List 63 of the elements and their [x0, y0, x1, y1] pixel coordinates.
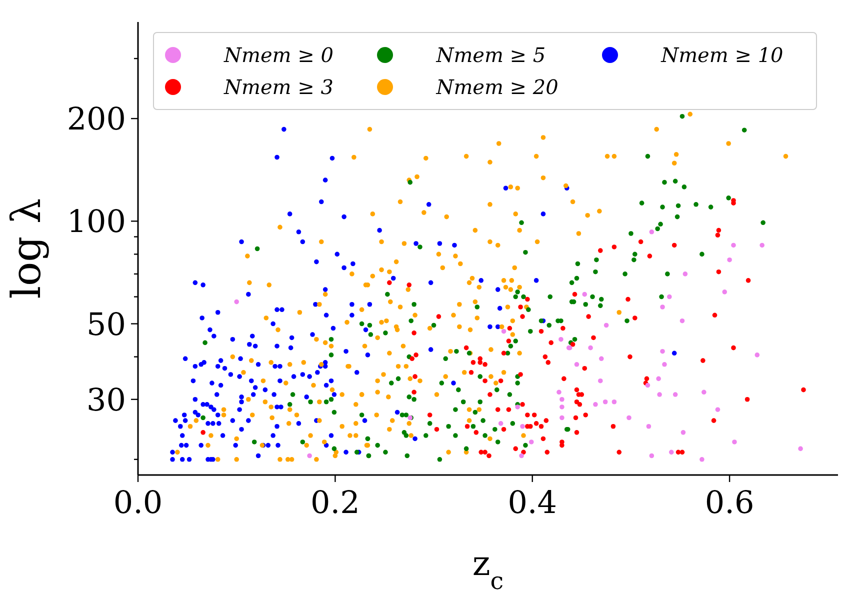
- point: [667, 294, 672, 300]
- point: [515, 404, 520, 410]
- point: [588, 345, 593, 350]
- point: [604, 322, 609, 328]
- legend-label: Nmem ≥ 10: [661, 43, 784, 67]
- point: [732, 440, 737, 444]
- point: [649, 453, 654, 458]
- point: [662, 362, 667, 367]
- y-tick-label: 50: [86, 306, 126, 343]
- legend-label: Nmem ≥ 5: [436, 43, 546, 67]
- point: [760, 242, 764, 248]
- point: [722, 290, 728, 294]
- point: [593, 402, 598, 407]
- point: [702, 390, 706, 395]
- y-tick-label: 100: [66, 204, 126, 240]
- point: [626, 415, 632, 420]
- point: [649, 230, 654, 234]
- legend-label: Nmem ≥ 20: [436, 75, 558, 99]
- point: [645, 382, 650, 388]
- point: [612, 399, 617, 404]
- point: [668, 450, 674, 455]
- point: [715, 407, 720, 412]
- point: [498, 421, 504, 426]
- point: [680, 430, 686, 435]
- point: [560, 415, 564, 420]
- x-tick-label: 0.0: [113, 485, 163, 521]
- point: [646, 424, 652, 429]
- x-tick-label: 0.4: [508, 485, 558, 521]
- point: [602, 399, 608, 404]
- point: [582, 292, 588, 297]
- point: [727, 257, 732, 262]
- point: [700, 457, 704, 462]
- point: [501, 328, 506, 334]
- point: [672, 392, 678, 397]
- point: [560, 396, 564, 402]
- point: [560, 404, 564, 410]
- point: [307, 453, 312, 458]
- point: [680, 318, 685, 324]
- y-tick-label: 30: [86, 382, 126, 418]
- point: [519, 453, 524, 458]
- legend-label: Nmem ≥ 3: [224, 75, 334, 99]
- point: [656, 376, 661, 382]
- point: [598, 378, 603, 384]
- point: [660, 304, 665, 310]
- point: [558, 336, 564, 342]
- point: [556, 390, 562, 395]
- legend-label: Nmem ≥ 0: [224, 43, 334, 67]
- x-tick-label: 0.6: [704, 485, 754, 521]
- point: [660, 348, 665, 354]
- y-tick-label: 200: [66, 102, 126, 138]
- point: [754, 352, 760, 358]
- point: [657, 392, 662, 397]
- point: [234, 299, 239, 304]
- point: [520, 424, 525, 429]
- point: [731, 242, 736, 248]
- point: [574, 362, 580, 367]
- point: [798, 446, 803, 452]
- x-tick-label: 0.2: [310, 485, 360, 521]
- point: [682, 272, 688, 276]
- point: [598, 356, 604, 362]
- x-axis-title: z$_{c}$: [472, 544, 504, 595]
- y-axis-title: log λ: [4, 198, 50, 299]
- point: [528, 440, 534, 444]
